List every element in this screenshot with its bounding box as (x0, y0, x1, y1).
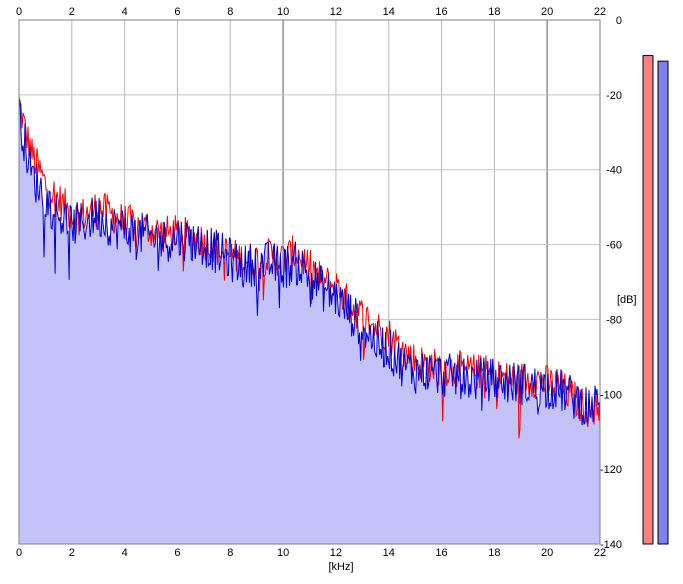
spectrum-fill (19, 100, 600, 544)
x-tick-label-bottom: 16 (435, 547, 447, 559)
x-tick-label-bottom: 12 (330, 547, 342, 559)
x-tick-label-top: 22 (594, 6, 606, 18)
y-axis-label: [dB] (617, 294, 637, 306)
x-tick-label-top: 0 (16, 6, 22, 18)
y-tick-labels: 0 -20 -40 -60 -80 -100 -120 -140 (600, 15, 622, 551)
x-tick-label-top: 18 (488, 6, 500, 18)
x-tick-label-bottom: 6 (174, 547, 180, 559)
x-tick-label-bottom: 18 (488, 547, 500, 559)
x-tick-label-top: 6 (174, 6, 180, 18)
x-tick-label-bottom: 8 (227, 547, 233, 559)
spectrum-lines (18, 96, 601, 439)
x-tick-labels-top: 0 2 4 6 8 10 12 14 16 18 20 22 (16, 6, 606, 18)
level-meter-right (657, 60, 669, 545)
x-tick-label-top: 12 (330, 6, 342, 18)
x-tick-label-bottom: 10 (277, 547, 289, 559)
x-tick-label-bottom: 22 (594, 547, 606, 559)
x-tick-label-top: 8 (227, 6, 233, 18)
level-meters (642, 55, 669, 545)
plot-border (18, 19, 601, 545)
x-axis-label: [kHz] (328, 561, 353, 573)
y-tick-label: -80 (606, 314, 622, 326)
x-tick-label-top: 20 (541, 6, 553, 18)
x-tick-label-top: 10 (277, 6, 289, 18)
level-meter-left (642, 55, 654, 545)
series-line-blue (18, 100, 601, 426)
x-tick-label-top: 16 (435, 6, 447, 18)
spectrum-area (19, 100, 600, 544)
x-tick-label-bottom: 2 (69, 547, 75, 559)
x-tick-labels-bottom: 0 2 4 6 8 10 12 14 16 18 20 22 (16, 547, 606, 559)
x-tick-label-bottom: 20 (541, 547, 553, 559)
y-tick-label: -40 (606, 165, 622, 177)
x-tick-label-bottom: 14 (383, 547, 395, 559)
y-tick-label: -100 (600, 389, 622, 401)
x-tick-label-top: 2 (69, 6, 75, 18)
y-tick-label: -120 (600, 464, 622, 476)
y-tick-label: -20 (606, 90, 622, 102)
y-tick-label: -60 (606, 240, 622, 252)
x-tick-label-bottom: 4 (122, 547, 128, 559)
plot-frame (18, 19, 601, 545)
x-tick-label-bottom: 0 (16, 547, 22, 559)
x-tick-label-top: 14 (383, 6, 395, 18)
y-tick-label: -140 (600, 539, 622, 551)
x-tick-label-top: 4 (122, 6, 128, 18)
y-tick-label: 0 (616, 15, 622, 27)
